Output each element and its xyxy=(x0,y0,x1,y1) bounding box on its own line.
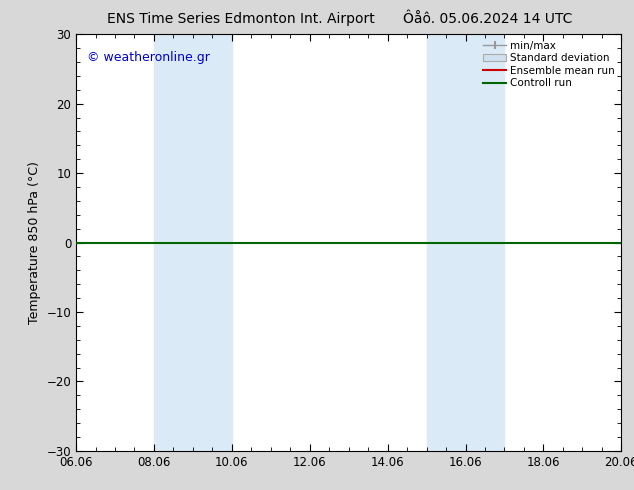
Text: © weatheronline.gr: © weatheronline.gr xyxy=(87,51,210,64)
Text: Ôåô. 05.06.2024 14 UTC: Ôåô. 05.06.2024 14 UTC xyxy=(403,12,573,26)
Y-axis label: Temperature 850 hPa (°C): Temperature 850 hPa (°C) xyxy=(28,161,41,324)
Legend: min/max, Standard deviation, Ensemble mean run, Controll run: min/max, Standard deviation, Ensemble me… xyxy=(479,36,619,93)
Bar xyxy=(427,34,505,451)
Text: ENS Time Series Edmonton Int. Airport: ENS Time Series Edmonton Int. Airport xyxy=(107,12,375,26)
Bar xyxy=(154,34,232,451)
